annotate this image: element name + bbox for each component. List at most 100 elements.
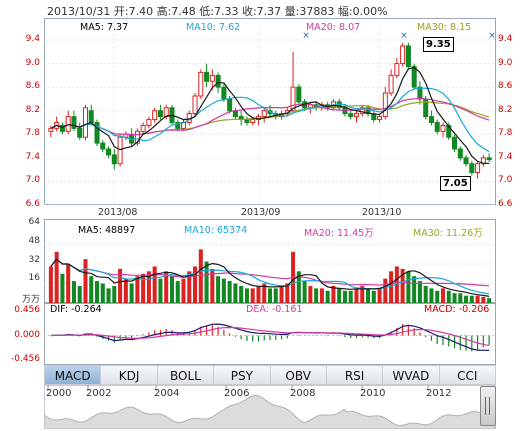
candle-body	[140, 124, 146, 132]
timeline-overview[interactable]	[44, 385, 496, 429]
volume-tick-left: 48	[28, 235, 40, 246]
volume-bar	[158, 278, 163, 303]
candle-body	[388, 74, 394, 94]
macd-tick-left: 0.456	[14, 305, 40, 315]
volume-bar	[348, 290, 353, 303]
price-tick-right: 7.4	[498, 151, 513, 162]
volume-bar	[204, 261, 209, 303]
candle-body	[400, 45, 406, 65]
candle-body	[111, 154, 117, 165]
date-label-sep: 2013/09	[241, 207, 281, 218]
volume-bar	[406, 271, 411, 303]
volume-bar	[71, 281, 76, 303]
volume-bar	[244, 288, 249, 303]
candle-body	[452, 136, 458, 150]
volume-bar	[66, 264, 71, 303]
price-tick-left: 8.6	[25, 81, 40, 92]
candle-body	[192, 95, 198, 115]
volume-bar	[314, 288, 319, 303]
range-slider-handle[interactable]	[480, 386, 496, 426]
volume-bar	[464, 295, 469, 303]
volume-tick-left: 64	[28, 217, 40, 227]
price-tick-left: 7.4	[25, 151, 40, 162]
volume-bar	[60, 273, 65, 303]
volume-bar	[181, 278, 186, 303]
volume-bar	[48, 266, 53, 303]
volume-bar	[475, 295, 480, 303]
candle-body	[457, 148, 463, 159]
macd-value-label: MACD: -0.206	[424, 304, 490, 315]
volume-bar	[233, 283, 238, 303]
tab-macd[interactable]: MACD	[44, 365, 102, 385]
volume-bar	[123, 278, 128, 303]
price-candlestick-chart[interactable]: × × ×	[44, 18, 496, 205]
volume-bar	[135, 276, 140, 303]
price-tick-left: 6.6	[25, 199, 40, 209]
volume-bar	[256, 285, 261, 303]
volume-bar	[440, 288, 446, 303]
candle-body	[88, 110, 94, 124]
candle-body	[157, 110, 163, 118]
tab-kdj[interactable]: KDJ	[101, 365, 158, 385]
quote-summary: 2013/10/31 开:7.40 高:7.48 低:7.33 收:7.37 量…	[47, 5, 388, 18]
price-tick-right: 8.6	[498, 81, 513, 92]
volume-bar	[89, 276, 94, 303]
volume-bar	[193, 266, 198, 303]
volume-bar	[481, 296, 486, 303]
volume-ma30-label: MA30: 11.26万	[413, 228, 483, 239]
volume-bar	[198, 249, 203, 303]
volume-bar	[141, 273, 146, 303]
volume-bar	[400, 268, 405, 303]
tab-cci[interactable]: CCI	[439, 365, 496, 385]
tab-obv[interactable]: OBV	[270, 365, 327, 385]
candle-body	[446, 124, 452, 138]
candle-body	[261, 110, 267, 118]
tab-boll[interactable]: BOLL	[157, 365, 215, 385]
candle-body	[377, 116, 383, 121]
macd-chart[interactable]	[44, 303, 496, 365]
price-ma5-line	[50, 67, 490, 165]
price-ma10-label: MA10: 7.62	[186, 22, 241, 33]
candle-body	[417, 86, 423, 100]
volume-bar	[187, 271, 192, 303]
timeline-year-label: 2012	[426, 388, 452, 399]
macd-dif-line	[50, 323, 490, 351]
price-tick-left: 9.4	[25, 34, 40, 44]
volume-bar	[394, 266, 399, 303]
candle-body	[250, 119, 256, 124]
volume-bar	[54, 251, 59, 303]
volume-bar	[112, 285, 117, 303]
tab-psy[interactable]: PSY	[214, 365, 271, 385]
candle-body	[475, 163, 481, 174]
volume-ma5-label: MA5: 48897	[78, 225, 136, 236]
tab-wvad[interactable]: WVAD	[383, 365, 440, 385]
volume-bar	[118, 268, 123, 303]
candle-body	[486, 157, 492, 161]
candle-body	[215, 74, 221, 88]
volume-bar	[164, 271, 169, 303]
candle-body	[77, 127, 83, 138]
price-tick-left: 8.2	[25, 104, 40, 115]
price-ma20-line	[50, 97, 490, 136]
volume-bar	[221, 278, 226, 303]
volume-bar	[469, 295, 474, 303]
candle-body	[152, 110, 158, 121]
tab-rsi[interactable]: RSI	[326, 365, 384, 385]
date-label-oct: 2013/10	[362, 207, 402, 218]
volume-bar	[216, 276, 221, 303]
candle-body	[82, 107, 88, 138]
volume-bar	[152, 266, 157, 303]
volume-bar	[77, 285, 82, 303]
macd-dea-line	[50, 326, 490, 347]
candle-body	[106, 148, 112, 156]
candle-body	[232, 110, 238, 118]
candle-body	[221, 86, 227, 100]
candle-body	[348, 113, 354, 118]
volume-bar	[435, 290, 440, 303]
price-tick-right: 6.6	[498, 199, 513, 209]
candle-body	[198, 71, 204, 97]
candle-body	[382, 92, 388, 118]
candle-body	[359, 107, 365, 115]
volume-bar-chart[interactable]	[44, 219, 496, 303]
volume-ma5-line	[50, 258, 490, 297]
